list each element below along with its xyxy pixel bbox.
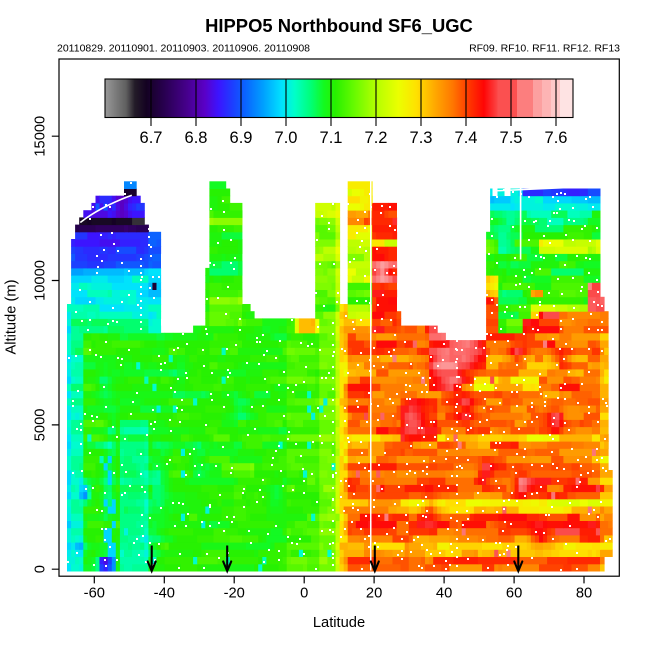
svg-text:Latitude: Latitude	[313, 615, 365, 631]
svg-text:7.5: 7.5	[500, 129, 523, 147]
svg-text:0: 0	[33, 565, 49, 573]
svg-text:5000: 5000	[33, 409, 49, 442]
svg-text:7.4: 7.4	[455, 129, 478, 147]
svg-text:40: 40	[436, 586, 452, 602]
svg-text:7.2: 7.2	[365, 129, 388, 147]
svg-text:60: 60	[506, 586, 522, 602]
svg-text:6.7: 6.7	[140, 129, 163, 147]
svg-text:-40: -40	[154, 586, 175, 602]
svg-text:-60: -60	[84, 586, 105, 602]
svg-text:7.6: 7.6	[545, 129, 568, 147]
svg-text:HIPPO5 Northbound SF6_UGC: HIPPO5 Northbound SF6_UGC	[205, 15, 473, 36]
svg-text:7.3: 7.3	[410, 129, 433, 147]
svg-text:20110829. 20110901. 20110903.: 20110829. 20110901. 20110903. 20110906. …	[57, 43, 310, 55]
svg-text:15000: 15000	[33, 116, 49, 157]
svg-text:6.9: 6.9	[230, 129, 253, 147]
svg-text:0: 0	[300, 586, 308, 602]
svg-text:6.8: 6.8	[185, 129, 208, 147]
svg-text:7.0: 7.0	[275, 129, 298, 147]
svg-text:80: 80	[576, 586, 592, 602]
svg-text:Altitude (m): Altitude (m)	[4, 279, 20, 354]
svg-text:20: 20	[366, 586, 382, 602]
svg-text:-20: -20	[224, 586, 245, 602]
svg-text:10000: 10000	[33, 260, 49, 301]
svg-text:7.1: 7.1	[320, 129, 343, 147]
svg-text:RF09. RF10. RF11. RF12. RF13: RF09. RF10. RF11. RF12. RF13	[469, 43, 620, 55]
